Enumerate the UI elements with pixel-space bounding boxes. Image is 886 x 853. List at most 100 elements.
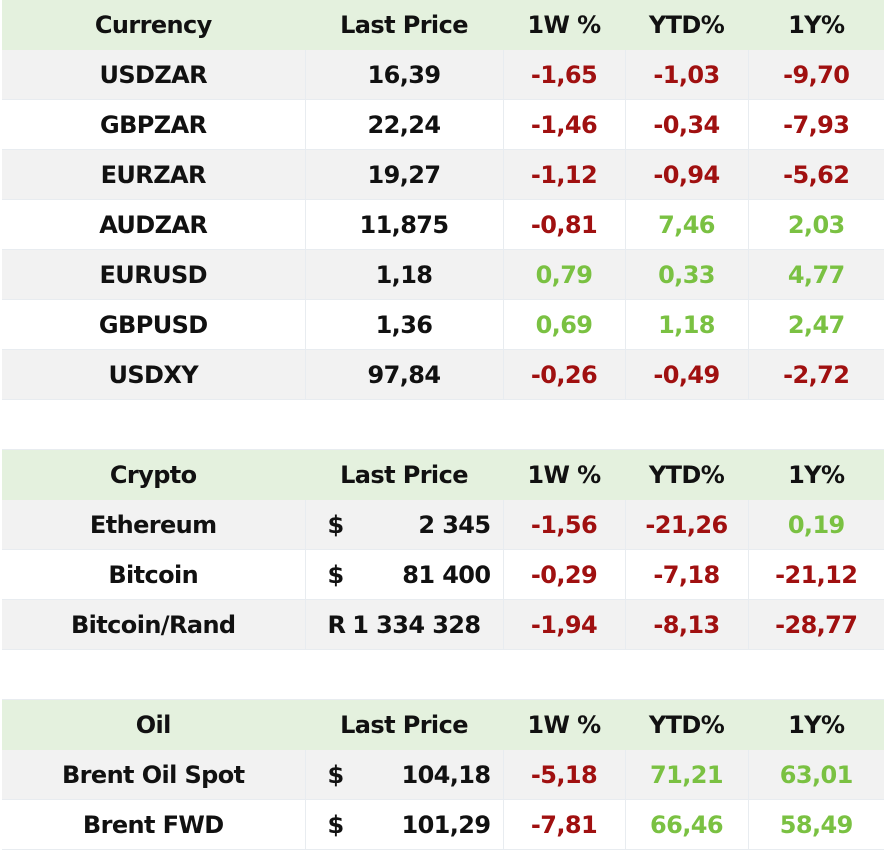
change-1w: 0,69: [503, 299, 626, 350]
currency-name: EURZAR: [2, 149, 306, 200]
crypto-header-row: Crypto Last Price 1W % YTD% 1Y%: [2, 449, 884, 500]
currency-name: GBPUSD: [2, 299, 306, 350]
change-ytd: -21,26: [625, 499, 749, 550]
col-header-1y: 1Y%: [748, 0, 884, 50]
price-value: 1 334 328: [352, 610, 481, 639]
section-spacer: [2, 649, 884, 700]
table-row: Brent FWD $101,29 -7,81 66,46 58,49: [2, 799, 884, 850]
change-ytd: 71,21: [625, 749, 749, 800]
change-1w: -1,12: [503, 149, 626, 200]
last-price: 22,24: [305, 99, 504, 150]
change-ytd: -0,49: [625, 349, 749, 400]
table-row: USDXY 97,84 -0,26 -0,49 -2,72: [2, 349, 884, 400]
col-header-1w: 1W %: [503, 449, 626, 500]
change-1w: -1,65: [503, 49, 626, 100]
last-price: 11,875: [305, 199, 504, 250]
change-1w: -0,26: [503, 349, 626, 400]
oil-header-row: Oil Last Price 1W % YTD% 1Y%: [2, 699, 884, 750]
change-1y: -7,93: [748, 99, 884, 150]
last-price: 19,27: [305, 149, 504, 200]
change-1y: 4,77: [748, 249, 884, 300]
change-1y: -9,70: [748, 49, 884, 100]
currency-header-row: Currency Last Price 1W % YTD% 1Y%: [2, 0, 884, 50]
col-header-crypto: Crypto: [2, 449, 306, 500]
change-1w: -1,56: [503, 499, 626, 550]
col-header-1w: 1W %: [503, 699, 626, 750]
change-1y: 2,47: [748, 299, 884, 350]
currency-symbol: R: [327, 610, 346, 639]
change-ytd: -0,94: [625, 149, 749, 200]
table-row: USDZAR 16,39 -1,65 -1,03 -9,70: [2, 49, 884, 100]
col-header-ytd: YTD%: [625, 699, 749, 750]
col-header-ytd: YTD%: [625, 449, 749, 500]
last-price: $101,29: [305, 799, 504, 850]
col-header-last-price: Last Price: [305, 0, 504, 50]
currency-name: AUDZAR: [2, 199, 306, 250]
last-price: $81 400: [305, 549, 504, 600]
change-ytd: 1,18: [625, 299, 749, 350]
section-spacer: [2, 399, 884, 450]
last-price: $104,18: [305, 749, 504, 800]
oil-name: Brent FWD: [2, 799, 306, 850]
col-header-oil: Oil: [2, 699, 306, 750]
currency-name: EURUSD: [2, 249, 306, 300]
change-1w: -0,29: [503, 549, 626, 600]
change-1y: 2,03: [748, 199, 884, 250]
table-row: GBPUSD 1,36 0,69 1,18 2,47: [2, 299, 884, 350]
change-1w: -5,18: [503, 749, 626, 800]
change-1w: -1,94: [503, 599, 626, 650]
last-price: $2 345: [305, 499, 504, 550]
price-value: 101,29: [401, 810, 491, 839]
change-ytd: -7,18: [625, 549, 749, 600]
col-header-last-price: Last Price: [305, 449, 504, 500]
change-ytd: 0,33: [625, 249, 749, 300]
change-1y: 0,19: [748, 499, 884, 550]
change-1y: -28,77: [748, 599, 884, 650]
change-1w: -0,81: [503, 199, 626, 250]
change-1y: -21,12: [748, 549, 884, 600]
change-ytd: -0,34: [625, 99, 749, 150]
col-header-1y: 1Y%: [748, 699, 884, 750]
currency-symbol: $: [327, 510, 345, 539]
spacer-cell: [2, 399, 884, 450]
change-1y: 63,01: [748, 749, 884, 800]
currency-name: USDXY: [2, 349, 306, 400]
price-value: 2 345: [418, 510, 491, 539]
change-ytd: 66,46: [625, 799, 749, 850]
price-value: 104,18: [401, 760, 491, 789]
col-header-1y: 1Y%: [748, 449, 884, 500]
col-header-last-price: Last Price: [305, 699, 504, 750]
last-price: 97,84: [305, 349, 504, 400]
table-row: EURUSD 1,18 0,79 0,33 4,77: [2, 249, 884, 300]
spacer-cell: [2, 649, 884, 700]
table-row: Brent Oil Spot $104,18 -5,18 71,21 63,01: [2, 749, 884, 800]
last-price: 1,18: [305, 249, 504, 300]
currency-symbol: $: [327, 810, 345, 839]
currency-name: USDZAR: [2, 49, 306, 100]
col-header-1w: 1W %: [503, 0, 626, 50]
crypto-name: Bitcoin: [2, 549, 306, 600]
last-price: 16,39: [305, 49, 504, 100]
currency-name: GBPZAR: [2, 99, 306, 150]
change-ytd: 7,46: [625, 199, 749, 250]
change-1w: 0,79: [503, 249, 626, 300]
change-ytd: -1,03: [625, 49, 749, 100]
table-row: Ethereum $2 345 -1,56 -21,26 0,19: [2, 499, 884, 550]
crypto-name: Bitcoin/Rand: [2, 599, 306, 650]
price-value: 81 400: [402, 560, 491, 589]
change-ytd: -8,13: [625, 599, 749, 650]
change-1w: -1,46: [503, 99, 626, 150]
table-row: Bitcoin $81 400 -0,29 -7,18 -21,12: [2, 549, 884, 600]
currency-symbol: $: [327, 760, 345, 789]
change-1w: -7,81: [503, 799, 626, 850]
table-row: AUDZAR 11,875 -0,81 7,46 2,03: [2, 199, 884, 250]
table-row: GBPZAR 22,24 -1,46 -0,34 -7,93: [2, 99, 884, 150]
change-1y: -2,72: [748, 349, 884, 400]
change-1y: 58,49: [748, 799, 884, 850]
col-header-currency: Currency: [2, 0, 306, 50]
col-header-ytd: YTD%: [625, 0, 749, 50]
change-1y: -5,62: [748, 149, 884, 200]
